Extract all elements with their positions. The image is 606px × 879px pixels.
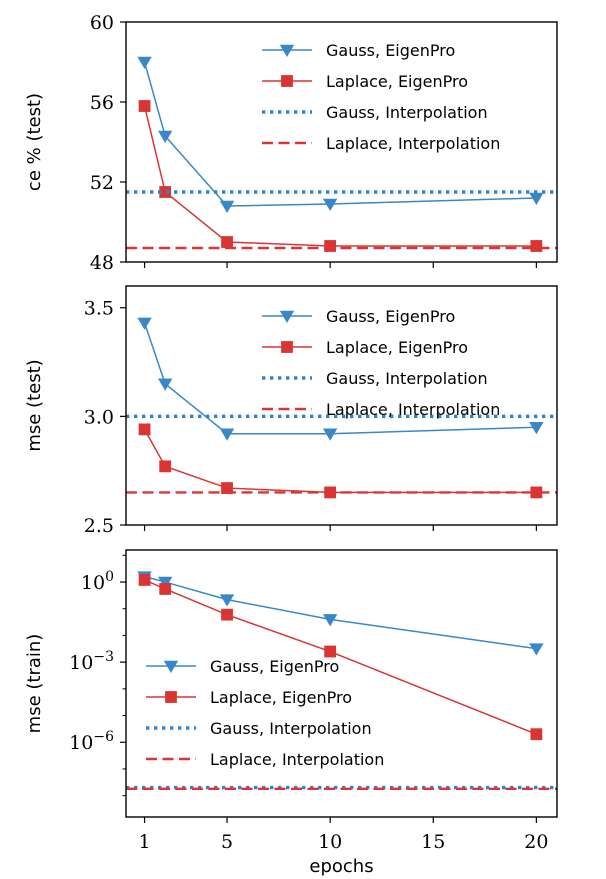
y-axis-label: ce % (test) bbox=[24, 93, 45, 191]
data-point bbox=[219, 594, 235, 607]
series-line bbox=[143, 105, 537, 247]
data-point bbox=[159, 460, 172, 473]
x-tick-label: 20 bbox=[524, 831, 548, 853]
data-point bbox=[530, 240, 543, 252]
legend-label: Laplace, Interpolation bbox=[326, 134, 500, 153]
y-axis-label: mse (train) bbox=[24, 634, 45, 734]
y-tick-label: 52 bbox=[90, 172, 114, 194]
data-point bbox=[219, 428, 235, 441]
series-line bbox=[144, 575, 537, 650]
data-point bbox=[137, 317, 152, 330]
legend-label: Gauss, Interpolation bbox=[210, 719, 372, 738]
data-point bbox=[529, 421, 544, 435]
x-tick-label: 15 bbox=[421, 831, 445, 853]
y-tick-label: 3.0 bbox=[84, 406, 114, 428]
data-point bbox=[324, 240, 337, 252]
data-point bbox=[157, 576, 173, 590]
legend-label: Gauss, EigenPro bbox=[326, 307, 455, 326]
legend-marker bbox=[279, 44, 295, 57]
data-point bbox=[322, 198, 338, 211]
y-tick-label: 56 bbox=[90, 92, 114, 114]
data-point bbox=[138, 574, 151, 586]
x-tick-label: 10 bbox=[318, 831, 342, 853]
data-point bbox=[221, 608, 233, 621]
data-point bbox=[138, 423, 151, 436]
legend-label: Gauss, EigenPro bbox=[326, 41, 455, 60]
legend-marker bbox=[163, 660, 179, 673]
data-point bbox=[324, 645, 337, 658]
x-axis-label: epochs bbox=[309, 856, 373, 877]
y-tick-label: 60 bbox=[90, 12, 114, 34]
series-line bbox=[144, 579, 537, 735]
plot-frame bbox=[125, 285, 558, 526]
legend-label: Laplace, EigenPro bbox=[326, 338, 468, 357]
legend-marker bbox=[281, 341, 293, 353]
legend-marker bbox=[279, 310, 295, 323]
data-point bbox=[137, 56, 152, 69]
chart-panel-1: 48 52 56 60 ce % (test) Gauss, EigenPro Laplac… bbox=[24, 12, 558, 274]
legend-label: Gauss, Interpolation bbox=[326, 369, 488, 388]
series-line bbox=[143, 429, 537, 494]
y-tick-label: 2.5 bbox=[84, 515, 114, 537]
data-point bbox=[219, 200, 235, 213]
data-point bbox=[529, 643, 544, 656]
legend-marker bbox=[281, 75, 293, 87]
y-tick-label: 100 bbox=[81, 569, 114, 594]
plot-frame bbox=[125, 21, 558, 263]
y-tick-label: 3.5 bbox=[84, 298, 114, 320]
legend-label: Laplace, EigenPro bbox=[326, 72, 468, 91]
x-tick-label: 5 bbox=[221, 831, 233, 853]
y-tick-label: 10−6 bbox=[69, 729, 114, 754]
legend-label: Laplace, Interpolation bbox=[326, 400, 500, 419]
data-point bbox=[530, 728, 543, 741]
data-point bbox=[322, 614, 338, 627]
legend-label: Laplace, Interpolation bbox=[210, 750, 384, 769]
data-point bbox=[157, 378, 173, 391]
legend-label: Laplace, EigenPro bbox=[210, 688, 352, 707]
plot-frame bbox=[125, 549, 558, 818]
data-point bbox=[322, 428, 338, 441]
y-tick-label: 48 bbox=[90, 252, 114, 274]
chart-panel-2: 2.5 3.0 3.5 mse (test) Gauss, EigenPro Laplac… bbox=[24, 285, 558, 537]
data-point bbox=[221, 236, 233, 248]
y-axis-label: mse (test) bbox=[24, 359, 45, 451]
legend-label: Gauss, EigenPro bbox=[210, 657, 339, 676]
data-point bbox=[138, 100, 151, 112]
y-tick-label: 10−3 bbox=[69, 649, 114, 674]
legend-marker bbox=[165, 691, 177, 703]
legend-label: Gauss, Interpolation bbox=[326, 103, 488, 122]
data-point bbox=[157, 130, 173, 143]
data-point bbox=[159, 583, 172, 595]
x-tick-label: 1 bbox=[139, 831, 151, 853]
